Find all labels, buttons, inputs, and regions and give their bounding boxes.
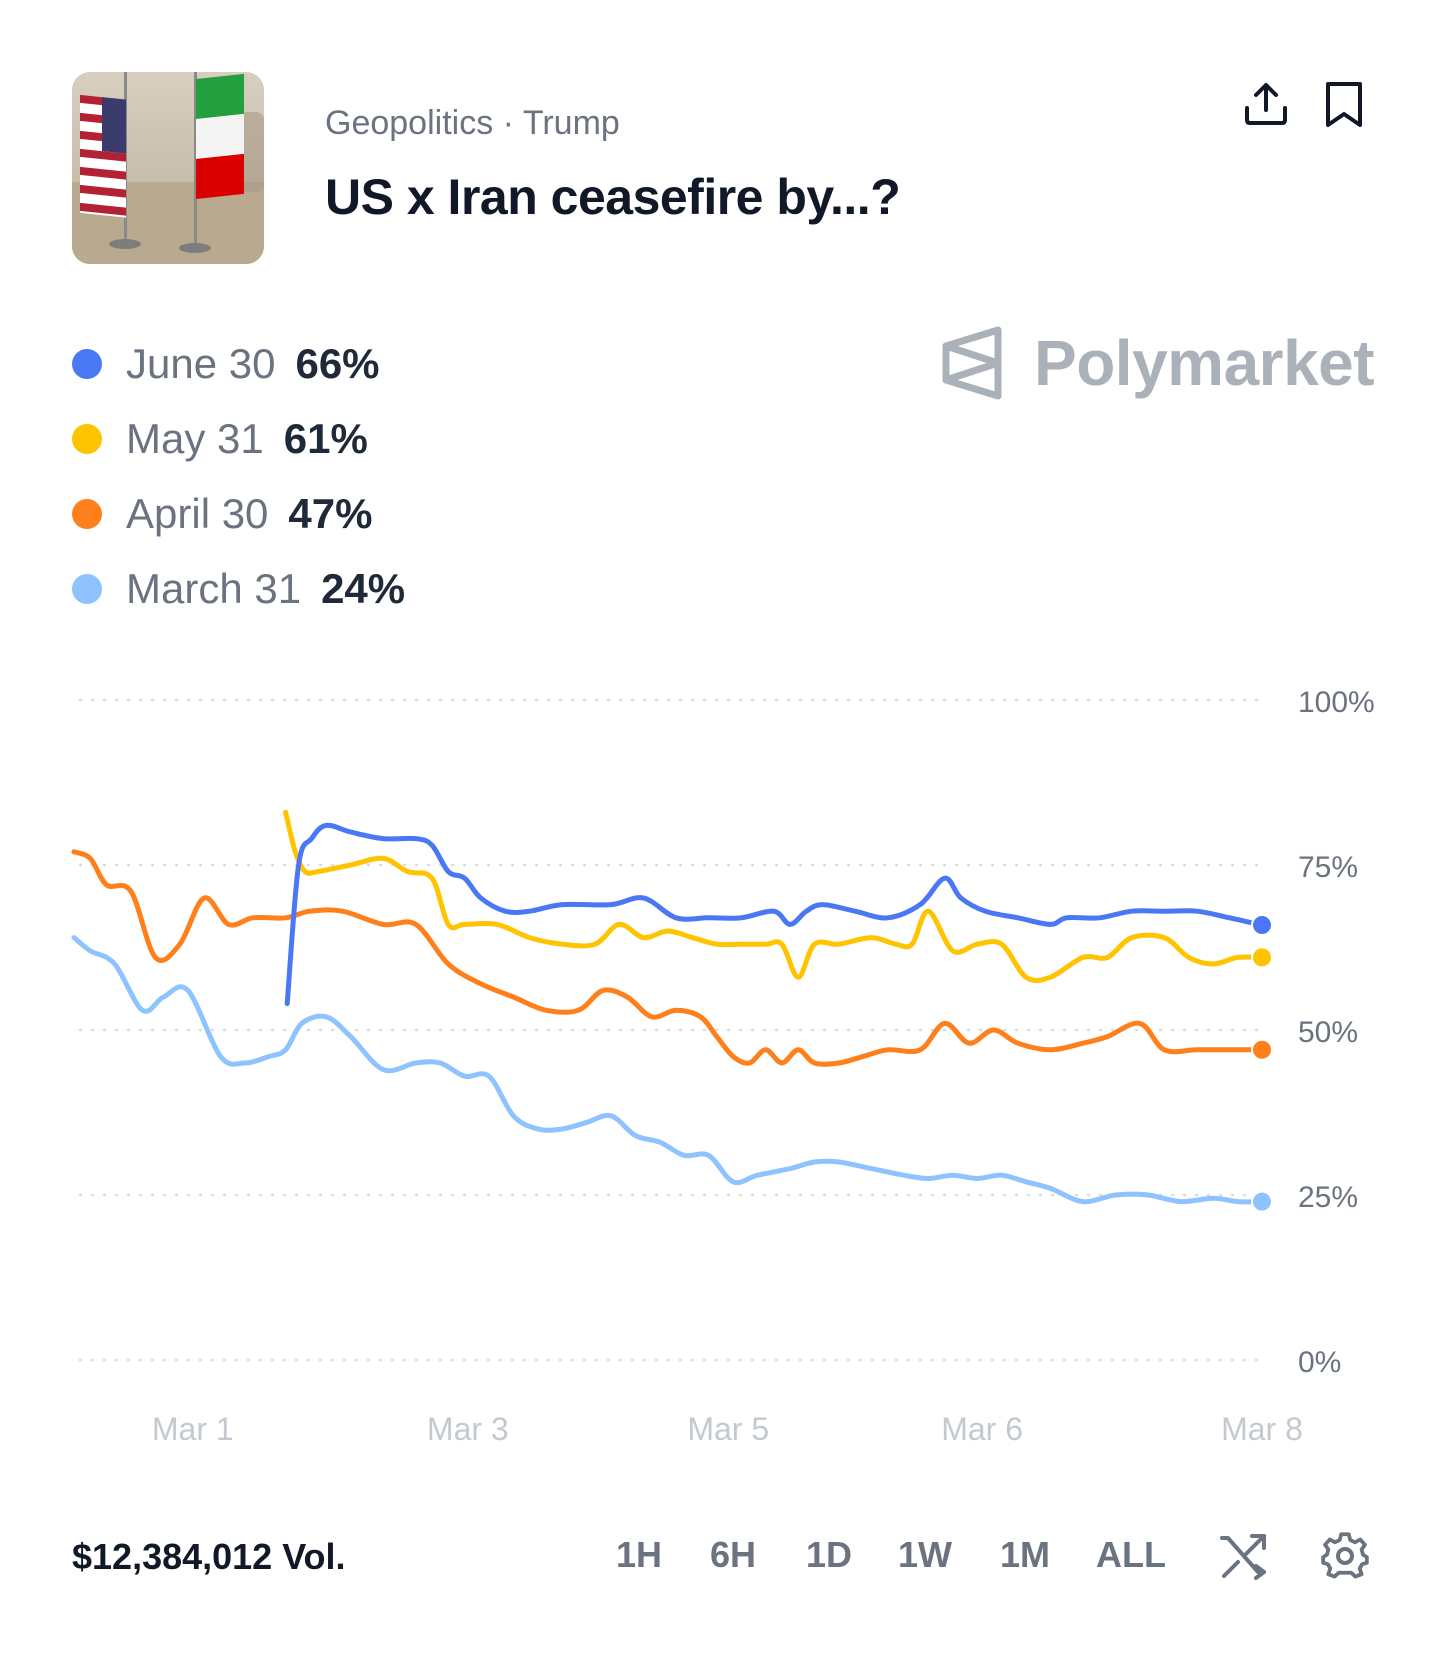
legend-dot [72, 573, 102, 604]
legend-label: June 30 [126, 339, 276, 387]
y-tick-label: 0% [1298, 1346, 1341, 1379]
series-line-may-31 [283, 809, 1265, 983]
series-layer [71, 809, 1273, 1213]
series-endpoint-april-30 [1251, 1038, 1273, 1061]
legend-item-march-31[interactable]: March 31 24% [72, 551, 405, 626]
legend-value: 66% [295, 339, 380, 387]
polymarket-watermark: Polymarket [940, 324, 1375, 402]
legend-dot [72, 498, 102, 529]
range-all[interactable]: ALL [1096, 1534, 1166, 1575]
market-title: US x Iran ceasefire by...? [325, 169, 901, 225]
series-line-june-30 [284, 822, 1265, 1007]
x-tick-label: Mar 6 [941, 1411, 1023, 1447]
range-1d[interactable]: 1D [806, 1534, 853, 1575]
x-tick-label: Mar 3 [427, 1411, 509, 1447]
grid-layer [78, 698, 1264, 1362]
series-endpoint-march-31 [1251, 1190, 1273, 1213]
series-endpoint-may-31 [1251, 946, 1273, 969]
legend-item-june-30[interactable]: June 30 66% [72, 326, 405, 401]
range-1m[interactable]: 1M [1000, 1534, 1051, 1575]
series-line-march-31 [71, 935, 1265, 1205]
range-6h[interactable]: 6H [710, 1534, 757, 1575]
range-1w[interactable]: 1W [898, 1534, 952, 1575]
bookmark-icon[interactable] [1318, 78, 1370, 130]
market-thumbnail [72, 72, 264, 264]
breadcrumb-category[interactable]: Geopolitics [325, 104, 494, 142]
series-endpoint-june-30 [1251, 914, 1273, 937]
shuffle-icon[interactable] [1218, 1530, 1268, 1580]
y-tick-label: 100% [1298, 686, 1375, 719]
y-tick-label: 25% [1298, 1181, 1358, 1214]
x-tick-label: Mar 1 [152, 1411, 234, 1447]
polymarket-logo-icon [942, 326, 1002, 400]
legend-value: 24% [321, 564, 406, 612]
legend-item-may-31[interactable]: May 31 61% [72, 401, 405, 476]
legend-label: May 31 [126, 414, 264, 462]
breadcrumb-separator: · [502, 104, 514, 142]
series-line-april-30 [71, 849, 1265, 1067]
breadcrumb-tag[interactable]: Trump [522, 104, 620, 142]
share-icon[interactable] [1240, 78, 1292, 130]
flags-image [72, 72, 264, 264]
legend-dot [72, 423, 102, 454]
y-axis: 100% 75% 50% 25% 0% [1298, 686, 1375, 1379]
legend-dot [72, 348, 102, 379]
legend-item-april-30[interactable]: April 30 47% [72, 476, 405, 551]
chart-legend: June 30 66% May 31 61% April 30 47% Marc… [72, 326, 405, 626]
chart-canvas: 100%75%50%25%0% Mar 1 Mar 3 Mar 5 Mar 6 Mar … [71, 686, 1375, 1447]
x-tick-label: Mar 8 [1221, 1411, 1303, 1447]
legend-label: April 30 [126, 489, 269, 537]
y-tick-label: 75% [1298, 851, 1358, 884]
gear-icon[interactable] [1320, 1530, 1370, 1580]
breadcrumb: Geopolitics · Trump [325, 104, 620, 143]
price-history-chart: 100% 75% 50% 25% 0% Mar 1 Mar 3 Mar 5 Mar 6 Mar … [0, 650, 1440, 1480]
x-axis: Mar 1 Mar 3 Mar 5 Mar 6 Mar 8 [152, 1411, 1303, 1447]
legend-value: 61% [283, 414, 368, 462]
legend-value: 47% [288, 489, 373, 537]
range-1h[interactable]: 1H [616, 1534, 663, 1575]
brand-name: Polymarket [1034, 327, 1375, 399]
volume-label: $12,384,012 Vol. [72, 1536, 346, 1577]
x-tick-label: Mar 5 [687, 1411, 769, 1447]
y-tick-label: 50% [1298, 1016, 1358, 1049]
legend-label: March 31 [126, 564, 302, 612]
